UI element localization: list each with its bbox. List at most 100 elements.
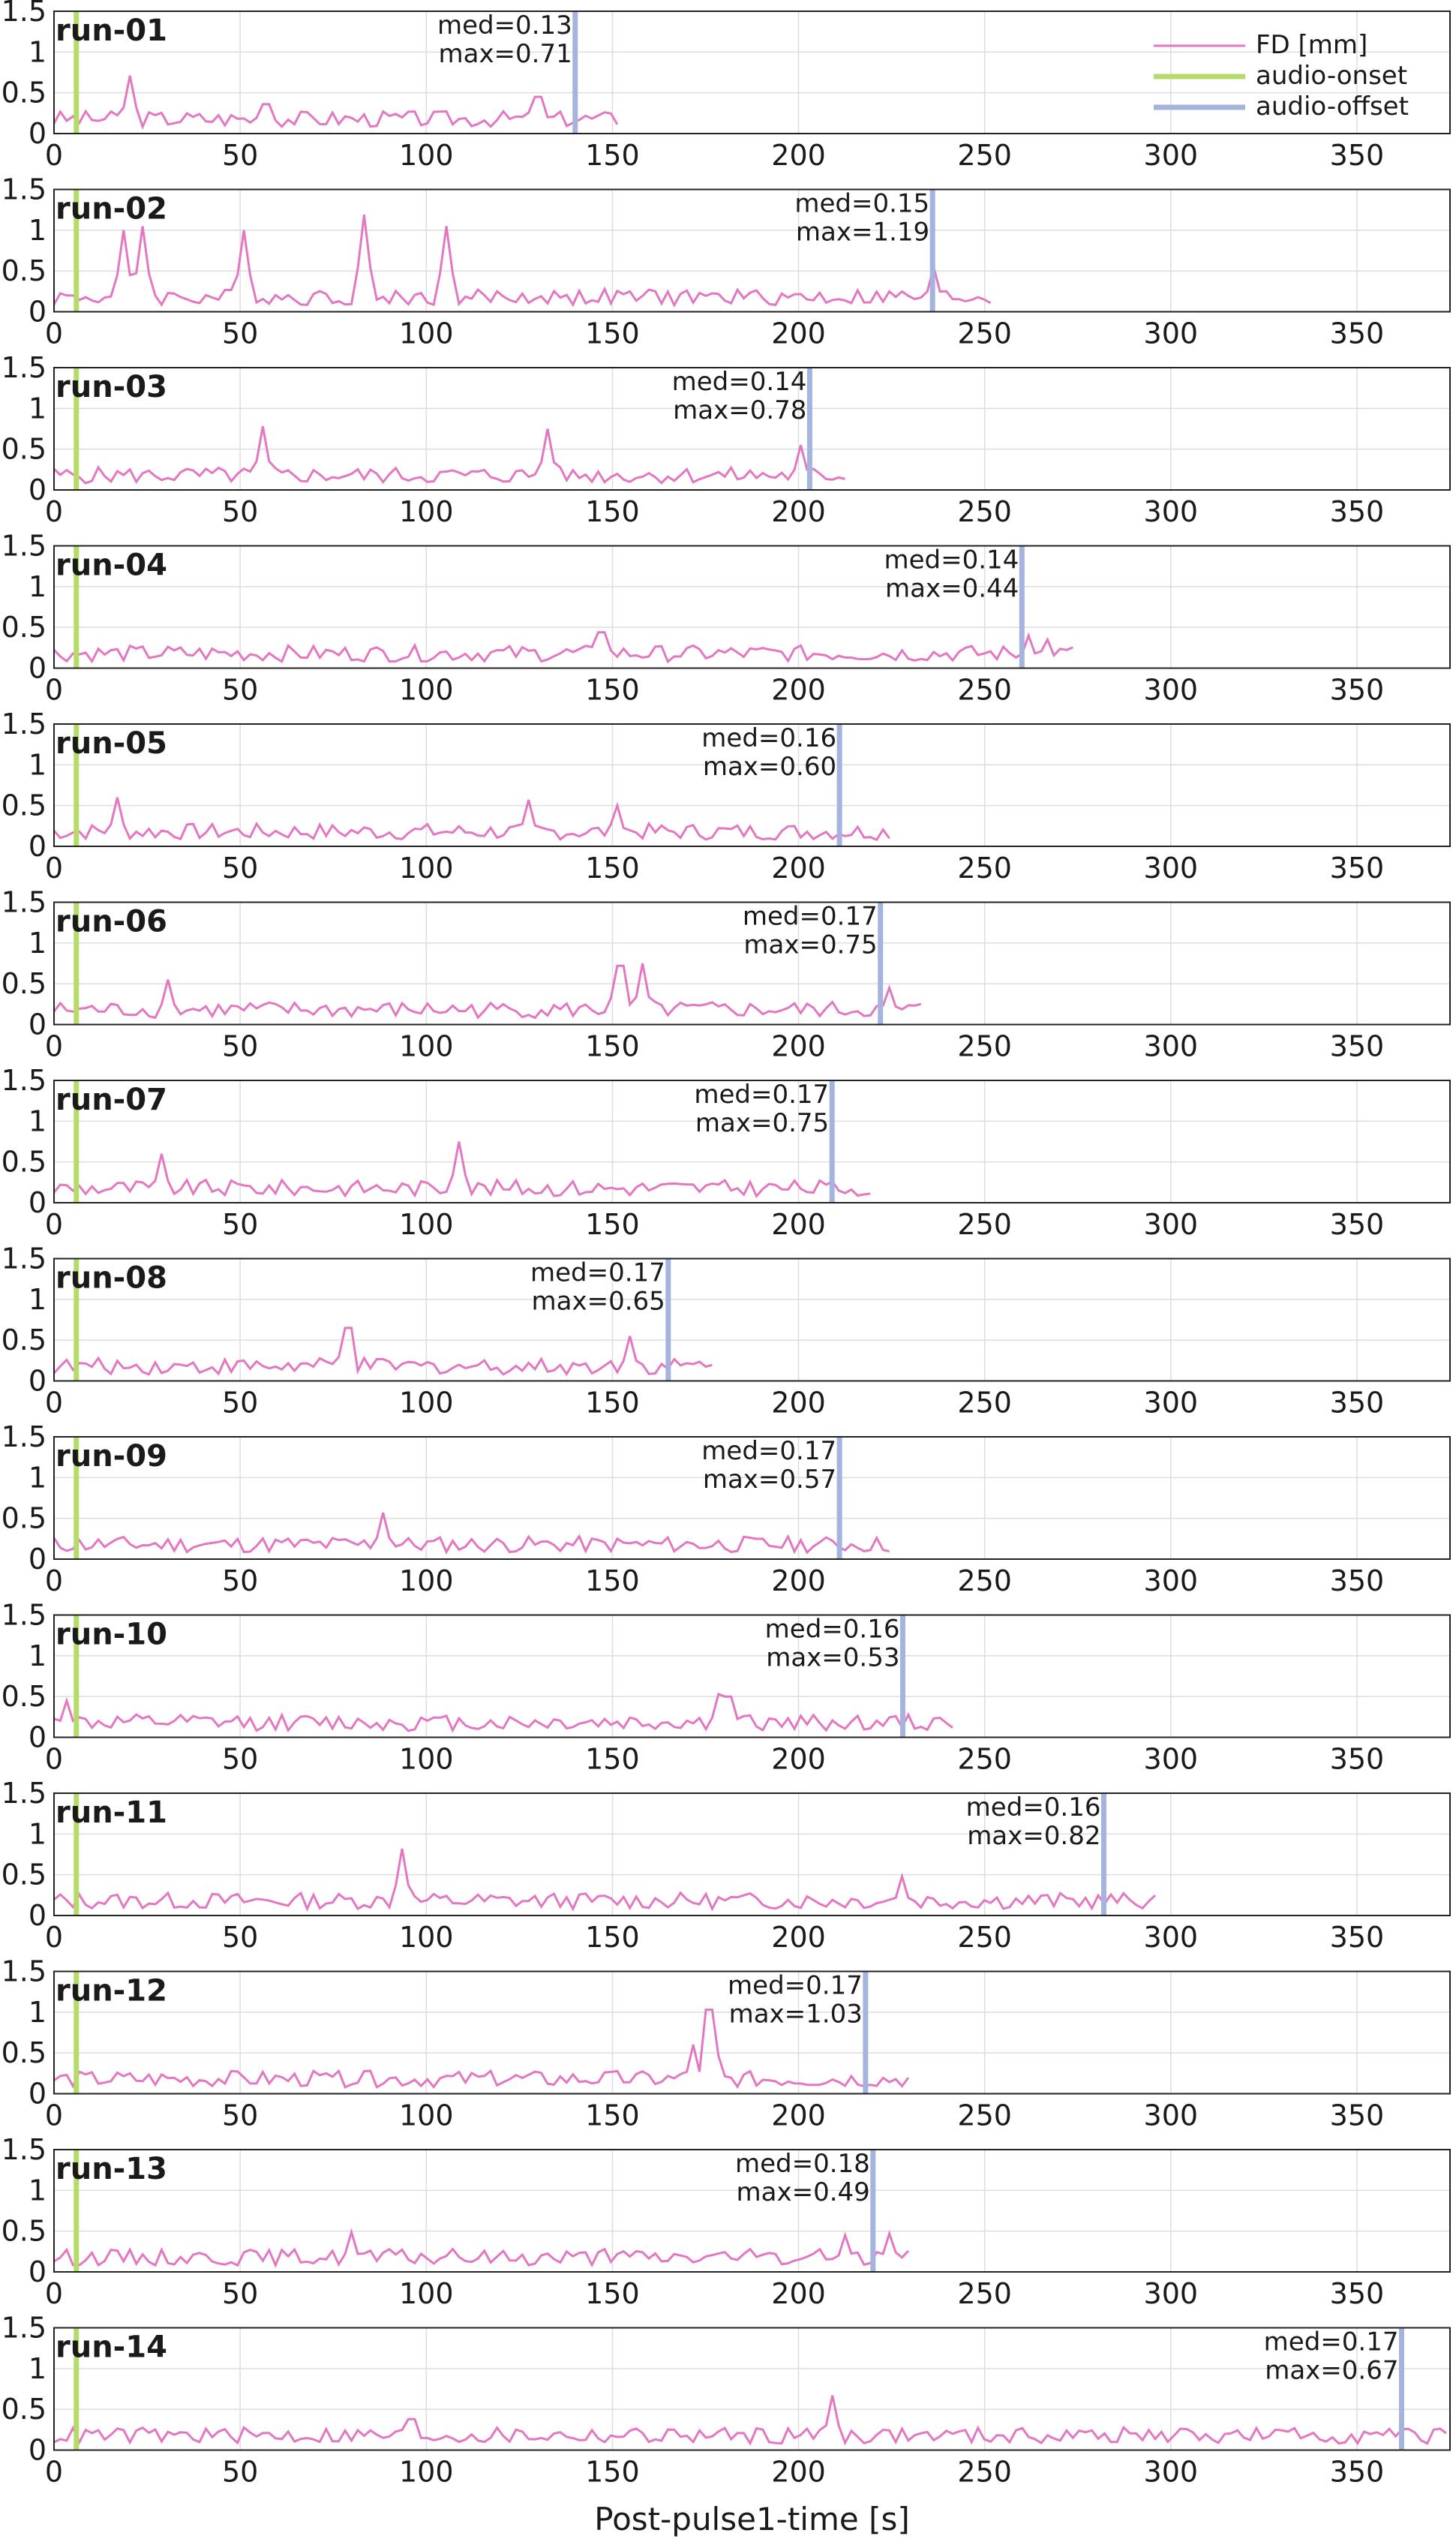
y-tick-label: 0 [29,830,47,863]
median-annotation: med=0.17 [743,902,878,932]
x-tick-label: 150 [585,1387,640,1420]
x-tick-label: 200 [771,1564,826,1597]
run-label: run-09 [56,1439,167,1474]
x-tick-label: 300 [1144,2456,1199,2489]
y-tick-label: 1 [29,570,47,603]
x-tick-label: 300 [1144,852,1199,885]
y-tick-label: 1.5 [2,1955,47,1988]
fd-line-run-11 [53,1848,1156,1912]
run-label: run-02 [56,192,167,227]
x-tick-label: 300 [1144,1387,1199,1420]
run-label: run-13 [56,2152,167,2186]
y-tick-label: 0 [29,2434,47,2467]
x-tick-label: 100 [399,1743,454,1776]
y-tick-label: 1.5 [2,530,47,563]
y-tick-label: 1.5 [2,1777,47,1810]
x-tick-label: 0 [45,1387,63,1420]
fd-line-run-09 [53,1512,890,1555]
y-tick-label: 1 [29,392,47,425]
x-tick-label: 200 [771,852,826,885]
panel-run-14: 0 0.5 1 1.5 0 50 100 150 200 250 300 350 run-14 med=0… [2,2312,1451,2489]
y-tick-label: 0 [29,652,47,685]
max-annotation: max=0.78 [673,395,806,425]
x-tick-label: 0 [45,2456,63,2489]
fd-line-run-03 [53,425,845,485]
panel-run-04: 0 0.5 1 1.5 0 50 100 150 200 250 300 350 run-04 med=0… [2,530,1451,707]
panel-run-07: 0 0.5 1 1.5 0 50 100 150 200 250 300 350 run-07 med=0… [2,1064,1451,1241]
panel-frame [53,188,1451,313]
y-tick-label: 1.5 [2,1420,47,1453]
median-annotation: med=0.18 [735,2149,870,2179]
y-tick-label: 1.5 [2,1599,47,1632]
x-tick-label: 50 [222,1743,258,1776]
x-tick-label: 350 [1330,1743,1385,1776]
max-annotation: max=0.75 [695,1108,829,1138]
x-tick-label: 150 [585,317,640,350]
x-tick-label: 50 [222,2099,258,2132]
x-tick-label: 250 [957,2456,1012,2489]
x-tick-label: 50 [222,1030,258,1063]
x-tick-label: 200 [771,1921,826,1954]
x-tick-label: 300 [1144,1208,1199,1241]
y-tick-label: 0 [29,1008,47,1041]
y-tick-label: 0.5 [2,2393,47,2426]
x-tick-label: 100 [399,2277,454,2310]
y-tick-label: 0.5 [2,254,47,287]
y-tick-label: 1.5 [2,708,47,741]
y-tick-label: 0.5 [2,2215,47,2248]
y-tick-label: 0.5 [2,1680,47,1713]
y-tick-label: 1 [29,2352,47,2385]
x-tick-label: 0 [45,1743,63,1776]
median-annotation: med=0.17 [728,1971,863,2001]
fd-line-run-12 [53,2009,910,2090]
y-tick-label: 1 [29,214,47,247]
y-tick-label: 1.5 [2,1242,47,1276]
x-tick-label: 0 [45,2277,63,2310]
x-tick-label: 100 [399,317,454,350]
y-tick-label: 0 [29,2255,47,2288]
fd-line-run-04 [53,631,1073,664]
x-tick-label: 0 [45,1921,63,1954]
fd-line-run-07 [53,1141,871,1198]
x-tick-label: 150 [585,495,640,528]
panel-run-09: 0 0.5 1 1.5 0 50 100 150 200 250 300 350 run-09 med=0… [2,1420,1451,1597]
x-tick-label: 350 [1330,2099,1385,2132]
x-tick-label: 350 [1330,1208,1385,1241]
x-tick-label: 250 [957,495,1012,528]
panel-frame [53,11,1451,134]
panel-run-02: 0 0.5 1 1.5 0 50 100 150 200 250 300 350 run-02 med=0… [2,173,1451,350]
x-tick-label: 150 [585,1030,640,1063]
panel-run-11: 0 0.5 1 1.5 0 50 100 150 200 250 300 350 run-11 med=0… [2,1777,1451,1954]
legend-entry: audio-offset [1256,92,1409,122]
x-tick-label: 0 [45,495,63,528]
x-tick-label: 200 [771,1743,826,1776]
x-tick-label: 200 [771,317,826,350]
y-tick-label: 0 [29,1186,47,1219]
y-tick-label: 1.5 [2,1064,47,1097]
x-tick-label: 100 [399,852,454,885]
y-tick-label: 0.5 [2,789,47,822]
x-tick-label: 0 [45,1564,63,1597]
x-tick-label: 200 [771,139,826,172]
run-label: run-08 [56,1261,167,1296]
x-tick-label: 50 [222,2456,258,2489]
x-tick-label: 300 [1144,139,1199,172]
median-annotation: med=0.16 [765,1615,900,1645]
x-tick-label: 200 [771,1030,826,1063]
x-tick-label: 150 [585,2277,640,2310]
y-tick-label: 0 [29,1543,47,1576]
run-label: run-05 [56,726,167,761]
panel-frame [53,1614,1451,1738]
x-tick-label: 0 [45,139,63,172]
x-tick-label: 200 [771,1208,826,1241]
run-label: run-01 [56,14,167,48]
x-tick-label: 50 [222,139,258,172]
panel-run-12: 0 0.5 1 1.5 0 50 100 150 200 250 300 350 run-12 med=0… [2,1955,1451,2132]
y-tick-label: 1.5 [2,2133,47,2166]
x-tick-label: 50 [222,1564,258,1597]
y-tick-label: 0.5 [2,1858,47,1891]
x-tick-label: 250 [957,2277,1012,2310]
x-tick-label: 200 [771,2456,826,2489]
y-tick-label: 1.5 [2,886,47,919]
